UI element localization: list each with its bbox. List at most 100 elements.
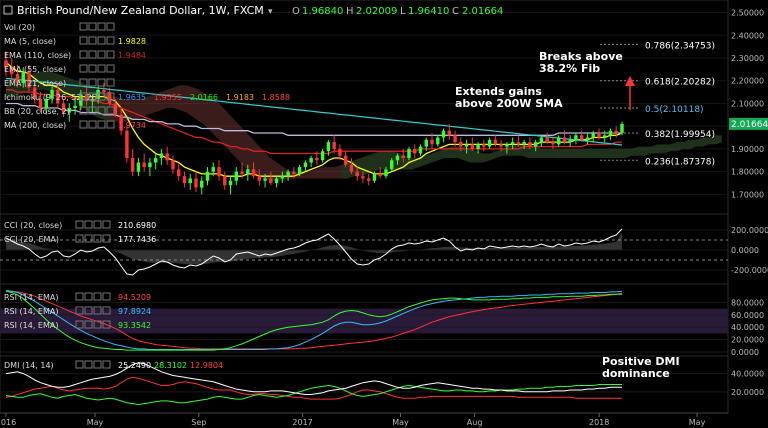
candle-body — [257, 176, 262, 181]
subpanel-indicator-row[interactable]: RSI (14, EMA) 94.5209 — [4, 292, 151, 302]
candle — [401, 148, 405, 163]
candle — [228, 176, 233, 195]
candle-body — [487, 139, 492, 147]
indicator-control-icon — [79, 36, 88, 45]
candle-body — [73, 105, 77, 108]
subpanel-indicator-row[interactable]: CCI (20, EMA) 177.7436 — [4, 234, 156, 244]
annotation-breaks-line2: 38.2% Fib — [539, 62, 600, 75]
candle-body — [522, 142, 526, 145]
candle-body — [297, 167, 302, 174]
candle — [395, 153, 400, 165]
candle-body — [153, 158, 158, 163]
indicator-row[interactable]: EMA (55, close) — [4, 64, 115, 74]
annotations: Breaks above 38.2% Fib Extends gains abo… — [455, 50, 680, 380]
candle — [436, 135, 440, 147]
candle-body — [217, 167, 221, 177]
rsi-red-line — [5, 290, 623, 350]
candle-body — [349, 164, 354, 172]
subpanel-indicator-value: 93.3542 — [118, 321, 151, 330]
subpanel-indicator-value: 210.6980 — [118, 221, 156, 230]
candle — [286, 169, 290, 181]
subpanel-indicator-row[interactable]: DMI (14, 14) 25.2490 28.3102 12.9804 — [4, 360, 223, 370]
candle-body — [211, 167, 215, 172]
candle — [447, 123, 452, 140]
candle — [608, 128, 613, 140]
candle-body — [107, 92, 112, 104]
candle-body — [269, 178, 273, 183]
adx-line — [5, 362, 622, 395]
candle-body — [608, 130, 613, 136]
panel-axis-tick: 200.0000 — [731, 226, 768, 235]
annotation-dmi-line2: dominance — [602, 367, 670, 380]
candle-body — [366, 178, 371, 181]
candle-body — [113, 103, 118, 115]
chevron-down-icon[interactable]: ▾ — [268, 7, 273, 17]
indicator-row[interactable]: MA (200, close) 1.9734 — [4, 120, 146, 130]
candle-body — [15, 73, 20, 83]
candle — [528, 137, 532, 149]
indicator-row[interactable]: BB (20, close, 2) — [4, 106, 115, 116]
indicator-row[interactable]: Vol (20) — [4, 22, 115, 32]
candle-body — [533, 142, 538, 147]
candle — [614, 126, 618, 138]
rsi-panel: 80.0000 60.0000 40.0000 20.0000 0.0000 — [0, 290, 764, 357]
candle-body — [246, 169, 250, 174]
candle — [591, 130, 595, 143]
candle-body — [459, 142, 463, 147]
candle — [430, 133, 434, 149]
indicator-control-icon — [88, 120, 97, 129]
candle-body — [482, 144, 486, 147]
candle-body — [499, 144, 503, 147]
candle — [142, 153, 146, 172]
subpanel-indicator-row[interactable]: RSI (14, EMA) 97.8924 — [4, 306, 151, 316]
candle-body — [200, 180, 204, 188]
candle-body — [130, 158, 135, 172]
indicator-row[interactable]: EMA (110, close) 1.9484 — [4, 50, 146, 60]
candle — [73, 98, 77, 115]
candle — [194, 171, 198, 193]
candle-body — [286, 171, 290, 177]
candle-body — [292, 171, 296, 174]
candle-body — [165, 153, 169, 161]
indicator-row[interactable]: MA (5, close) 1.9828 — [4, 36, 146, 46]
indicator-value: 1.9555 — [154, 93, 182, 102]
indicator-row[interactable]: EMA (21, close) — [4, 78, 115, 88]
candle-body — [263, 178, 267, 181]
indicator-control-icon — [88, 92, 97, 101]
candle-body — [159, 153, 164, 158]
candle-body — [205, 171, 210, 181]
price-axis-tick: 1.70000 — [731, 190, 764, 199]
subpanel-indicator-label: RSI (14, EMA) — [4, 293, 58, 302]
subpanel-indicator-row[interactable]: RSI (14, EMA) 93.3542 — [4, 320, 151, 330]
indicator-row[interactable]: Ichimoku (9, 26, 52, 26) 1.9635 1.9555 2.01… — [4, 92, 290, 102]
indicator-control-icon — [102, 360, 111, 369]
candle-body — [556, 137, 561, 145]
expand-icon[interactable] — [3, 5, 13, 15]
time-axis-label: May — [689, 418, 706, 427]
candle-body — [303, 162, 308, 168]
subpanel-indicator-row[interactable]: CCI (20, close) 210.6980 — [4, 220, 156, 230]
candle-body — [188, 178, 192, 183]
indicator-label: BB (20, close, 2) — [4, 107, 70, 116]
candle-body — [603, 135, 607, 138]
candle — [240, 162, 244, 179]
candle-body — [142, 162, 146, 168]
fib-level-label: 0.236(1.87378) — [645, 157, 715, 167]
indicator-control-icon — [79, 64, 88, 73]
subpanel-indicator-label: CCI (20, EMA) — [4, 235, 59, 244]
candle-body — [38, 98, 43, 108]
candle-body — [67, 108, 72, 113]
candle-body — [390, 160, 394, 170]
time-axis-label: 2016 — [0, 418, 16, 427]
candle — [113, 98, 118, 118]
cci-line — [5, 228, 623, 276]
candle-body — [182, 176, 187, 183]
candle — [33, 80, 37, 104]
indicator-value: 1.9484 — [118, 51, 146, 60]
subpanel-indicator-value: 97.8924 — [118, 307, 151, 316]
indicator-control-icon — [88, 22, 97, 31]
candle-body — [372, 173, 377, 181]
price-axis-tick: 2.40000 — [731, 31, 764, 40]
indicator-control-icon — [102, 306, 111, 315]
candle-body — [33, 87, 37, 99]
